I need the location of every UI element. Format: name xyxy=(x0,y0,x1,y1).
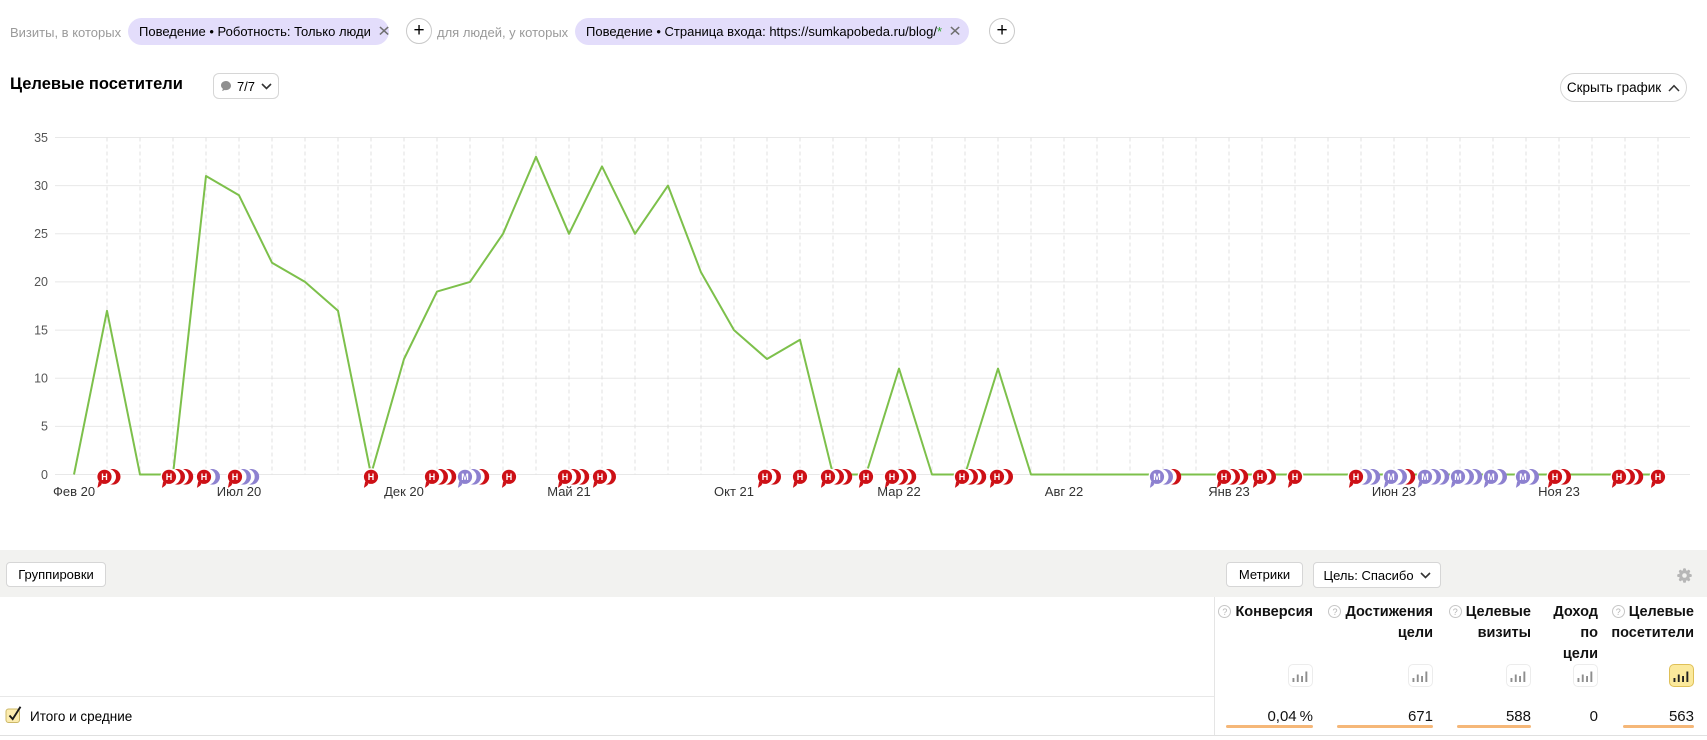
svg-text:35: 35 xyxy=(34,131,48,145)
svg-text:Н: Н xyxy=(1221,472,1228,482)
svg-text:Н: Н xyxy=(825,472,832,482)
svg-text:10: 10 xyxy=(34,372,48,386)
svg-text:30: 30 xyxy=(34,179,48,193)
svg-text:М: М xyxy=(1387,472,1395,482)
svg-text:Окт 21: Окт 21 xyxy=(714,484,754,499)
svg-text:М: М xyxy=(1421,472,1429,482)
svg-text:Дек 20: Дек 20 xyxy=(384,484,424,499)
svg-text:Н: Н xyxy=(994,472,1001,482)
svg-text:Н: Н xyxy=(797,472,804,482)
svg-text:Июл 20: Июл 20 xyxy=(217,484,261,499)
svg-text:Н: Н xyxy=(429,472,436,482)
svg-text:Май 21: Май 21 xyxy=(547,484,591,499)
svg-text:М: М xyxy=(1487,472,1495,482)
svg-text:Н: Н xyxy=(1292,472,1299,482)
svg-text:Н: Н xyxy=(232,472,239,482)
svg-text:Н: Н xyxy=(1552,472,1559,482)
svg-text:Н: Н xyxy=(562,472,569,482)
svg-text:Н: Н xyxy=(959,472,966,482)
svg-text:Н: Н xyxy=(368,472,375,482)
svg-text:М: М xyxy=(1153,472,1161,482)
svg-text:М: М xyxy=(461,472,469,482)
svg-text:Н: Н xyxy=(597,472,604,482)
svg-text:Июн 23: Июн 23 xyxy=(1372,484,1416,499)
svg-text:Фев 20: Фев 20 xyxy=(53,484,95,499)
svg-text:5: 5 xyxy=(41,420,48,434)
svg-text:Н: Н xyxy=(1616,472,1623,482)
svg-text:20: 20 xyxy=(34,275,48,289)
svg-text:Н: Н xyxy=(762,472,769,482)
svg-text:Ноя 23: Ноя 23 xyxy=(1538,484,1580,499)
svg-text:Н: Н xyxy=(1655,472,1662,482)
svg-text:Н: Н xyxy=(506,472,513,482)
svg-text:Н: Н xyxy=(1353,472,1360,482)
svg-text:Н: Н xyxy=(201,472,208,482)
svg-text:Н: Н xyxy=(889,472,896,482)
svg-text:Н: Н xyxy=(166,472,173,482)
svg-text:15: 15 xyxy=(34,323,48,337)
svg-text:0: 0 xyxy=(41,468,48,482)
svg-text:М: М xyxy=(1519,472,1527,482)
svg-text:Н: Н xyxy=(863,472,870,482)
svg-text:Н: Н xyxy=(101,472,108,482)
svg-text:25: 25 xyxy=(34,227,48,241)
svg-text:Авг 22: Авг 22 xyxy=(1045,484,1083,499)
svg-text:М: М xyxy=(1454,472,1462,482)
svg-text:Янв 23: Янв 23 xyxy=(1208,484,1250,499)
svg-text:Н: Н xyxy=(1257,472,1264,482)
svg-text:Мар 22: Мар 22 xyxy=(877,484,921,499)
